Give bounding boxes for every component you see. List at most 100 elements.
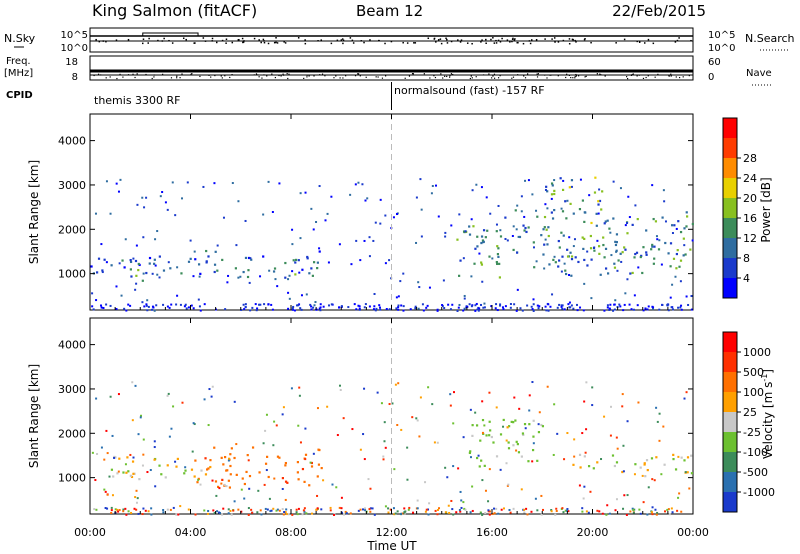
heat-cell-sparse bbox=[290, 387, 293, 390]
time-tick-label: 04:00 bbox=[175, 526, 207, 539]
heat-cell bbox=[532, 419, 535, 422]
noise-point bbox=[363, 41, 365, 44]
heat-cell bbox=[230, 447, 233, 450]
heat-cell-sparse bbox=[531, 460, 534, 463]
heat-cell bbox=[578, 207, 582, 211]
heat-cell bbox=[528, 423, 531, 426]
heat-cell-sparse bbox=[532, 246, 535, 249]
heat-cell bbox=[516, 443, 519, 446]
heat-cell-sparse bbox=[615, 436, 618, 439]
noise-point bbox=[342, 39, 345, 42]
noise-point bbox=[522, 42, 525, 45]
heat-cell-near bbox=[283, 510, 286, 513]
heat-cell bbox=[476, 245, 479, 248]
heat-cell bbox=[121, 259, 124, 262]
heat-cell-sparse bbox=[406, 478, 409, 481]
freq-point bbox=[527, 73, 529, 75]
heat-cell-sparse bbox=[452, 422, 455, 425]
colorbar-tick-label: 8 bbox=[743, 252, 750, 265]
heat-cell-near bbox=[296, 304, 299, 307]
heat-cell-sparse bbox=[168, 435, 171, 438]
heat-cell-sparse bbox=[149, 469, 152, 472]
heat-cell-near bbox=[100, 304, 103, 307]
heat-cell-sparse bbox=[164, 201, 167, 204]
heat-cell-sparse bbox=[331, 483, 334, 486]
freq-point bbox=[570, 76, 572, 79]
heat-cell-sparse bbox=[94, 479, 97, 482]
heat-cell-near bbox=[137, 512, 140, 515]
heat-cell bbox=[515, 440, 518, 443]
heat-cell-sparse bbox=[357, 181, 360, 184]
noise-point bbox=[342, 42, 344, 45]
heat-cell bbox=[561, 255, 564, 258]
heat-cell bbox=[537, 431, 541, 434]
freq-point bbox=[433, 75, 435, 77]
heat-cell-sparse bbox=[153, 440, 156, 443]
noise-point bbox=[340, 39, 343, 41]
heat-cell-near bbox=[509, 306, 512, 309]
heat-cell bbox=[667, 252, 670, 255]
noise-point bbox=[638, 41, 641, 43]
heat-cell bbox=[572, 463, 575, 466]
heat-cell-sparse bbox=[462, 501, 465, 504]
heat-cell-sparse bbox=[316, 494, 319, 497]
noise-point bbox=[276, 42, 279, 44]
heat-cell bbox=[553, 192, 556, 196]
noise-point bbox=[554, 41, 556, 43]
heat-cell-near bbox=[247, 507, 250, 510]
heat-cell-sparse bbox=[359, 448, 362, 451]
heat-cell-near bbox=[609, 303, 612, 306]
heat-cell-near bbox=[676, 509, 679, 512]
heat-cell bbox=[97, 257, 101, 260]
heat-cell-near bbox=[168, 306, 171, 309]
heat-cell-sparse bbox=[671, 283, 674, 286]
noise-point bbox=[242, 41, 244, 44]
heat-cell-sparse bbox=[452, 465, 455, 468]
heat-cell-sparse bbox=[418, 286, 421, 289]
power-ylabel: Slant Range [km] bbox=[27, 160, 41, 264]
freq-point bbox=[342, 77, 344, 79]
time-tick-label: 08:00 bbox=[275, 526, 307, 539]
heat-cell-near bbox=[456, 309, 459, 312]
noise-point bbox=[460, 39, 463, 41]
colorbar-swatch bbox=[723, 158, 737, 178]
noise-point bbox=[283, 41, 285, 43]
freq-point bbox=[357, 73, 359, 75]
heat-cell-near bbox=[487, 510, 490, 513]
freq-point bbox=[339, 77, 341, 79]
heat-cell-sparse bbox=[247, 459, 250, 462]
heat-cell-near bbox=[502, 507, 505, 510]
heat-cell-near bbox=[455, 511, 458, 514]
heat-cell-near bbox=[206, 512, 209, 515]
heat-cell-near bbox=[258, 303, 261, 306]
heat-cell-sparse bbox=[553, 255, 556, 258]
heat-cell-sparse bbox=[563, 262, 566, 265]
heat-cell-sparse bbox=[579, 178, 582, 181]
heat-cell bbox=[469, 450, 472, 453]
heat-cell-sparse bbox=[430, 192, 433, 195]
heat-cell bbox=[650, 248, 653, 251]
heat-cell-near bbox=[656, 511, 659, 514]
heat-cell-near bbox=[658, 308, 661, 311]
heat-cell bbox=[621, 251, 624, 254]
freq-point bbox=[678, 76, 681, 79]
heat-cell bbox=[316, 261, 319, 264]
heat-cell-near bbox=[224, 308, 227, 311]
heat-cell-near bbox=[477, 309, 480, 312]
heat-cell bbox=[209, 465, 212, 469]
freq-point bbox=[404, 77, 406, 79]
heat-cell-near bbox=[499, 304, 502, 307]
heat-cell-near bbox=[623, 303, 626, 306]
heat-cell-sparse bbox=[225, 485, 228, 488]
heat-cell-sparse bbox=[560, 270, 563, 273]
heat-cell-near bbox=[102, 306, 105, 309]
noise-point bbox=[297, 37, 300, 39]
colorbar-tick-label: -500 bbox=[743, 466, 768, 479]
heat-cell bbox=[583, 455, 586, 458]
colorbar-tick-label: 12 bbox=[743, 232, 757, 245]
heat-cell bbox=[306, 255, 309, 259]
noise-point bbox=[530, 39, 533, 41]
heat-cell-sparse bbox=[362, 433, 365, 436]
noise-point bbox=[414, 42, 417, 44]
heat-cell-near bbox=[267, 303, 270, 306]
